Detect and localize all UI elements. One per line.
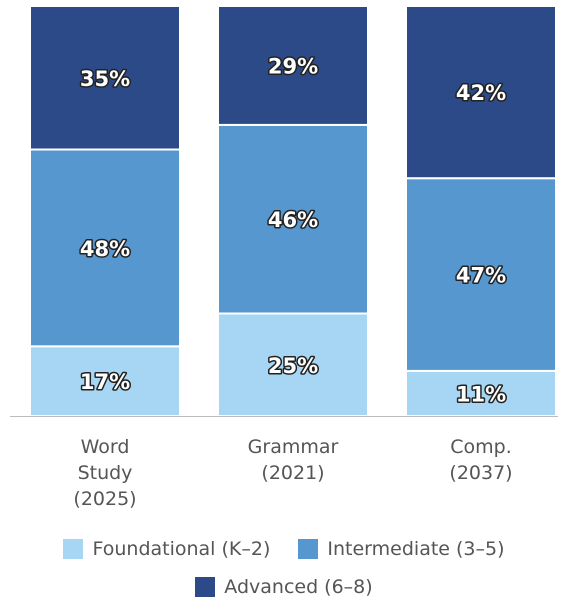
- bar-segment-1-1: [217, 123, 369, 315]
- data-label-1-1: 46%: [268, 208, 318, 232]
- x-tick-label-line: Word: [80, 436, 130, 458]
- x-tick-label-2: Comp. (2037): [401, 434, 561, 486]
- data-label-0-2: 35%: [80, 67, 130, 91]
- legend-item-1: Intermediate (3–5): [298, 538, 505, 560]
- legend-item-2: Advanced (6–8): [195, 576, 373, 598]
- bar-segment-0-0: [29, 345, 181, 417]
- x-tick-label-line: Comp.: [450, 436, 512, 458]
- x-tick-label-1: Grammar (2021): [213, 434, 373, 486]
- bar-segment-1-2: [217, 5, 369, 126]
- legend-swatch: [195, 577, 216, 597]
- x-tick-label-line: (2037): [449, 462, 513, 484]
- data-label-2-1: 47%: [456, 264, 506, 288]
- legend-label: Foundational (K–2): [92, 538, 271, 560]
- bar-segment-1-0: [217, 312, 369, 417]
- x-tick-label-line: Grammar: [247, 436, 339, 458]
- data-label-1-0: 25%: [268, 354, 318, 378]
- x-tick-label-line: (2025): [73, 488, 137, 510]
- data-label-0-0: 17%: [80, 370, 130, 394]
- data-label-0-1: 48%: [80, 237, 130, 261]
- bar-segment-0-2: [29, 5, 181, 151]
- x-tick-label-line: Study: [77, 462, 133, 484]
- x-tick-label-line: (2021): [261, 462, 325, 484]
- legend-item-0: Foundational (K–2): [63, 538, 270, 560]
- x-tick-label-0: Word Study (2025): [25, 434, 185, 512]
- data-label-1-2: 29%: [268, 54, 318, 78]
- stacked-bar-chart: 17% 48% 35% 25% 46% 29% 11% 47% 42%: [10, 5, 558, 417]
- data-label-2-0: 11%: [456, 382, 506, 406]
- legend-label: Advanced (6–8): [224, 576, 373, 598]
- legend-swatch: [63, 539, 84, 559]
- bar-segment-0-1: [29, 148, 181, 348]
- data-label-2-2: 42%: [456, 81, 506, 105]
- bar-segment-2-1: [405, 177, 557, 372]
- legend-label: Intermediate (3–5): [327, 538, 505, 560]
- legend-swatch: [298, 539, 319, 559]
- bar-segment-2-2: [405, 5, 557, 180]
